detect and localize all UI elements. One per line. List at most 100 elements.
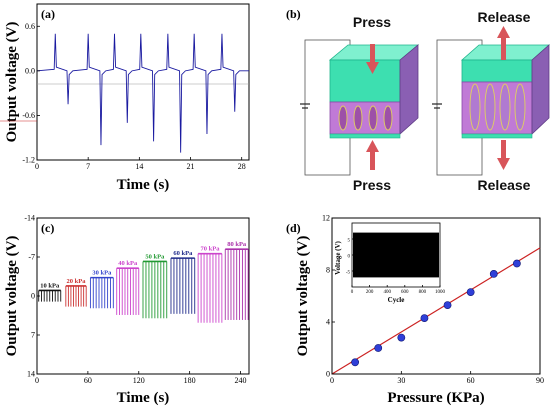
panel-b-tag: (b) bbox=[286, 7, 301, 21]
panel-d-frame bbox=[331, 217, 541, 375]
release-side-face bbox=[531, 44, 550, 135]
series-label: 50 kPa bbox=[145, 253, 165, 260]
inset-band bbox=[353, 232, 439, 278]
press-pore bbox=[353, 105, 363, 131]
panel-d-axes: 0 30 60 90 0 4 8 12 bbox=[322, 214, 544, 386]
data-point bbox=[397, 333, 406, 342]
panel-d-tag: (d) bbox=[286, 221, 301, 235]
panel-d-ylabel: Output voltage (V) bbox=[295, 236, 311, 357]
release-top-label: Release bbox=[478, 9, 531, 25]
panel-d-ytick-label: 12 bbox=[322, 214, 330, 223]
data-point bbox=[443, 301, 452, 309]
panel-c-xtick-label: 120 bbox=[133, 376, 145, 385]
press-up-arrow-icon bbox=[366, 140, 379, 170]
panel-a-xtick-label: 0 bbox=[35, 162, 39, 171]
panel-c-ytick-label: 7 bbox=[31, 331, 35, 340]
panel-c-xtick-label: 240 bbox=[235, 376, 247, 385]
press-top-label: Press bbox=[353, 14, 391, 30]
inset-ytick-label: 5 bbox=[348, 239, 351, 244]
release-down-arrow-icon bbox=[497, 140, 510, 170]
inset-ytick-label: -5 bbox=[346, 271, 351, 276]
panel-d-points bbox=[351, 259, 521, 367]
inset-xtick-label: 800 bbox=[419, 290, 427, 295]
panel-a-ytick-label: 0.6 bbox=[25, 22, 35, 31]
panel-c-ytick-label: 0 bbox=[31, 292, 35, 301]
voltage-trace-line bbox=[36, 33, 249, 153]
data-point bbox=[489, 269, 498, 278]
panel-a-xtick-label: 28 bbox=[238, 162, 246, 171]
inset-axes: 0 200 400 600 800 1000 5 0 -5 bbox=[346, 239, 446, 296]
panel-a-frame bbox=[36, 3, 250, 161]
panel-c-axes: 0 60 120 180 240 -14 -7 0 7 14 bbox=[24, 214, 246, 386]
panel-c-xlabel: Time (s) bbox=[117, 390, 170, 406]
inset-xlabel: Cycle bbox=[388, 296, 405, 304]
press-pore bbox=[338, 105, 348, 131]
series-label: 70 kPa bbox=[201, 246, 221, 253]
release-bottom-label: Release bbox=[478, 177, 531, 193]
inset-ylabel: Voltage (V) bbox=[334, 240, 342, 274]
press-bottom-label: Press bbox=[353, 177, 391, 193]
data-point bbox=[420, 314, 429, 322]
panel-c-tag: (c) bbox=[41, 221, 54, 235]
press-side-face bbox=[399, 44, 419, 135]
panel-b: (b) Press bbox=[286, 7, 550, 193]
press-down-arrow-icon bbox=[366, 44, 379, 74]
press-pores bbox=[338, 105, 393, 131]
panel-d-ytick-label: 8 bbox=[326, 266, 330, 275]
panel-a-xtick-label: 7 bbox=[86, 162, 90, 171]
data-point bbox=[466, 288, 475, 296]
panel-a-xlabel: Time (s) bbox=[117, 177, 170, 193]
panel-c-ytick-label: -7 bbox=[28, 253, 35, 262]
panel-a-axes: 0 7 14 21 28 0.6 0.0 -0.6 -1.2 bbox=[22, 22, 245, 171]
panel-c-ytick-label: 14 bbox=[27, 370, 35, 379]
panel-a-ytick-label: 0.0 bbox=[25, 66, 35, 75]
panel-c-ytick-label: -14 bbox=[24, 214, 35, 223]
release-pore bbox=[514, 83, 526, 131]
panel-a-ytick-label: -0.6 bbox=[22, 111, 35, 120]
cycling-signal-band bbox=[353, 232, 439, 278]
press-pore bbox=[368, 105, 378, 131]
release-front-top-layer bbox=[461, 59, 533, 83]
press-pore bbox=[383, 105, 393, 131]
panel-d-xtick-label: 90 bbox=[536, 376, 544, 385]
series-label: 20 kPa bbox=[67, 278, 87, 285]
release-pore bbox=[469, 83, 481, 131]
panel-d-xtick-label: 0 bbox=[330, 376, 334, 385]
series-label: 60 kPa bbox=[173, 250, 193, 257]
panel-d-ytick-label: 0 bbox=[326, 370, 330, 379]
panel-a-xtick-label: 14 bbox=[135, 162, 143, 171]
panel-d-xtick-label: 30 bbox=[397, 376, 405, 385]
release-pores bbox=[469, 83, 526, 131]
inset-xtick-label: 600 bbox=[401, 290, 409, 295]
inset-xtick-label: 0 bbox=[351, 290, 354, 295]
data-point bbox=[512, 259, 521, 268]
panel-c-xtick-label: 180 bbox=[184, 376, 196, 385]
panel-a-trace bbox=[36, 33, 249, 153]
panel-d-xlabel: Pressure (KPa) bbox=[387, 390, 484, 406]
panel-a: (a) Output voltage (V) Time (s) 0 7 14 21 28… bbox=[0, 3, 250, 193]
release-pore bbox=[499, 83, 511, 131]
panel-a-ylabel: Output voltage (V) bbox=[4, 22, 20, 143]
panel-d-fit bbox=[331, 247, 541, 375]
release-bottom-layer bbox=[461, 133, 533, 139]
panel-d-ytick-label: 4 bbox=[326, 318, 330, 327]
series-label: 30 kPa bbox=[92, 270, 112, 277]
device-press: Press Press bbox=[300, 14, 420, 193]
panel-c: (c) Output voltage (V) Time (s) 10 kPa 20… bbox=[4, 214, 250, 406]
panel-c-xtick-label: 0 bbox=[35, 376, 39, 385]
data-point bbox=[351, 358, 360, 367]
panel-a-xtick-label: 21 bbox=[187, 162, 195, 171]
press-bottom-layer bbox=[329, 133, 401, 139]
panel-c-xtick-label: 60 bbox=[84, 376, 92, 385]
series-label: 10 kPa bbox=[40, 282, 60, 289]
series-label: 40 kPa bbox=[118, 260, 138, 267]
panel-d-xtick-label: 60 bbox=[467, 376, 475, 385]
release-pore bbox=[484, 83, 496, 131]
panel-d-inset: 0 200 400 600 800 1000 5 0 -5 Voltage (V) Cycle bbox=[334, 222, 446, 304]
press-front-top-layer bbox=[329, 59, 401, 103]
inset-xtick-label: 1000 bbox=[435, 290, 446, 295]
panel-a-tag: (a) bbox=[41, 7, 55, 21]
panel-a-ytick-label: -1.2 bbox=[22, 156, 35, 165]
series-label: 80 kPa bbox=[227, 241, 247, 248]
